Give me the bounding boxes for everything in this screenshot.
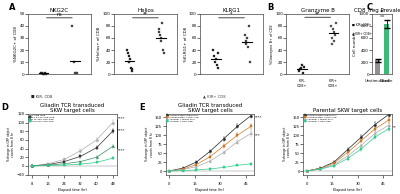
- Point: [213, 58, 219, 61]
- Text: E: E: [139, 103, 145, 112]
- Point: [160, 48, 166, 52]
- Point: [39, 71, 45, 74]
- Y-axis label: %NKG2C+ of CD8: %NKG2C+ of CD8: [14, 26, 18, 62]
- Point: [157, 33, 163, 36]
- Text: ▲ KIR+ CD8+: ▲ KIR+ CD8+: [352, 32, 372, 36]
- Point: [296, 70, 303, 73]
- Point: [126, 61, 133, 64]
- Title: Gliadin TCR transduced
SKW target cells: Gliadin TCR transduced SKW target cells: [40, 103, 104, 113]
- Y-axis label: %change in GFP object
counts from 8 hr: %change in GFP object counts from 8 hr: [7, 127, 15, 161]
- Point: [125, 52, 131, 55]
- Point: [41, 72, 47, 75]
- Y-axis label: %KLRG1+ of CD8: %KLRG1+ of CD8: [184, 26, 188, 61]
- Point: [328, 36, 335, 39]
- Text: *: *: [230, 12, 233, 17]
- Point: [242, 39, 249, 42]
- Title: Granzyme B: Granzyme B: [301, 8, 334, 13]
- Point: [246, 24, 252, 27]
- Point: [124, 48, 130, 52]
- Title: NKG2C: NKG2C: [50, 8, 69, 13]
- Point: [127, 58, 133, 61]
- Point: [215, 67, 222, 70]
- Point: [128, 68, 135, 71]
- Point: [245, 45, 251, 48]
- Text: **: **: [380, 10, 385, 15]
- Y-axis label: %Helios+ of CD8: %Helios+ of CD8: [98, 27, 102, 61]
- Legend: 0 CD8 Treg, 87.5-125 CD8 Treg, 175-250 CD8 Treg, 350-500 CD8 Treg: 0 CD8 Treg, 87.5-125 CD8 Treg, 175-250 C…: [28, 114, 54, 122]
- Point: [129, 70, 136, 73]
- Point: [69, 24, 76, 27]
- Point: [298, 67, 305, 70]
- Bar: [375, 60, 380, 74]
- Point: [73, 72, 80, 75]
- Text: ▲ KIR+ CD8: ▲ KIR+ CD8: [203, 94, 226, 98]
- Point: [158, 39, 165, 42]
- Point: [244, 36, 250, 39]
- Point: [159, 21, 165, 24]
- Text: A: A: [9, 3, 16, 12]
- Text: **: **: [315, 12, 320, 17]
- Legend: unstimulated target only, unstimulated +CD8 Treg, +gliadin +target only, +gliadi: unstimulated target only, unstimulated +…: [166, 114, 199, 122]
- Text: ns: ns: [56, 12, 62, 17]
- Point: [301, 66, 308, 69]
- Point: [156, 30, 162, 33]
- Point: [297, 68, 304, 71]
- Point: [126, 55, 132, 58]
- Title: KLRG1: KLRG1: [222, 8, 240, 13]
- Text: C: C: [366, 3, 373, 12]
- Text: ****: ****: [118, 129, 125, 133]
- Title: Parental SKW target cells: Parental SKW target cells: [313, 108, 382, 113]
- Y-axis label: Cell number: Cell number: [353, 32, 357, 56]
- Point: [70, 61, 77, 64]
- Text: D: D: [1, 103, 8, 112]
- Point: [38, 72, 44, 75]
- Text: ****: ****: [118, 117, 125, 121]
- Text: ****: ****: [255, 115, 263, 119]
- Point: [329, 42, 336, 46]
- Text: ■ KIR- CD8: ■ KIR- CD8: [31, 94, 52, 98]
- Point: [331, 39, 338, 42]
- Point: [300, 71, 307, 74]
- Point: [242, 33, 248, 36]
- Y-axis label: %change in GFP object
counts from 8 hr: %change in GFP object counts from 8 hr: [145, 127, 154, 161]
- Point: [128, 67, 134, 70]
- X-axis label: Elapsed time (hr): Elapsed time (hr): [333, 188, 362, 192]
- Point: [158, 36, 164, 39]
- Point: [299, 64, 306, 67]
- Point: [42, 72, 48, 75]
- Point: [330, 27, 336, 30]
- X-axis label: Elapsed time (hr): Elapsed time (hr): [196, 188, 224, 192]
- Text: ■ KIR- CD8+: ■ KIR- CD8+: [352, 23, 371, 27]
- Y-axis label: %change in GFP object
counts from 8 hr: %change in GFP object counts from 8 hr: [283, 127, 291, 161]
- Point: [40, 72, 46, 75]
- Title: Gliadin TCR transduced
SKW target cells: Gliadin TCR transduced SKW target cells: [178, 103, 242, 113]
- Title: Helios: Helios: [137, 8, 154, 13]
- X-axis label: Elapsed time (hr): Elapsed time (hr): [58, 188, 87, 192]
- Text: **: **: [143, 12, 148, 17]
- Point: [211, 55, 218, 58]
- Point: [330, 30, 337, 33]
- Point: [332, 21, 339, 24]
- Point: [74, 72, 81, 75]
- Point: [214, 52, 221, 55]
- Point: [72, 72, 78, 75]
- Point: [43, 72, 49, 75]
- Point: [210, 48, 216, 52]
- Text: **: **: [393, 125, 397, 129]
- Point: [328, 24, 334, 27]
- Legend: unstimulated target only, unstimulated +CD8 Treg, +gliadin +target only, +gliadi: unstimulated target only, unstimulated +…: [304, 114, 337, 122]
- Point: [160, 52, 167, 55]
- Point: [243, 42, 250, 46]
- Point: [212, 61, 218, 64]
- Point: [246, 61, 253, 64]
- Text: ***: ***: [255, 133, 261, 137]
- Text: B: B: [268, 3, 274, 12]
- Text: ****: ****: [118, 148, 125, 152]
- Point: [332, 33, 338, 36]
- Point: [214, 64, 220, 67]
- Point: [155, 27, 162, 30]
- Title: CD8 Treg Prevalence: CD8 Treg Prevalence: [354, 8, 400, 13]
- Y-axis label: %Granzyme B+ of CD8: %Granzyme B+ of CD8: [270, 24, 274, 64]
- Bar: [384, 24, 389, 74]
